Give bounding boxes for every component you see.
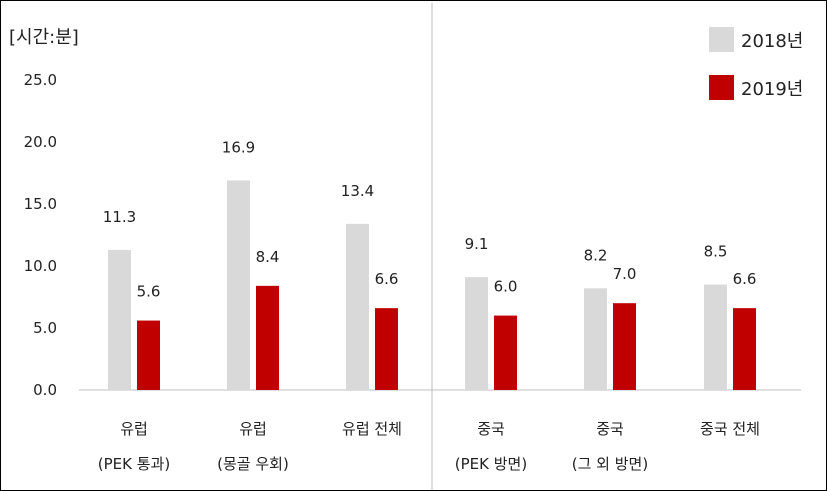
y-tick-label: 10.0 [24, 257, 57, 275]
data-label: 6.6 [375, 270, 399, 288]
x-category-sublabel: (PEK 방면) [455, 455, 527, 473]
x-category-sublabel: (그 외 방면) [572, 455, 648, 473]
bar-2019 [137, 320, 160, 390]
bar-2018 [108, 249, 131, 390]
legend-swatch [709, 27, 734, 52]
data-label: 9.1 [465, 235, 489, 253]
unit-label: [시간:분] [9, 27, 79, 48]
data-label: 13.4 [341, 182, 374, 200]
bar-2018 [465, 277, 488, 390]
y-tick-label: 5.0 [33, 319, 57, 337]
data-label: 7.0 [613, 265, 637, 283]
bar-2018 [346, 223, 369, 390]
bar-2018 [227, 180, 250, 390]
x-category-sublabel: (PEK 통과) [98, 455, 170, 473]
x-category-label: 중국 [477, 420, 505, 438]
legend-label: 2019년 [741, 79, 803, 100]
legend-label: 2018년 [741, 31, 803, 52]
x-category-label: 유럽 [120, 420, 148, 438]
x-category-label: 유럽 전체 [342, 420, 402, 438]
bar-2018 [584, 288, 607, 390]
x-category-label: 중국 [596, 420, 624, 438]
data-label: 5.6 [137, 283, 161, 301]
y-tick-label: 15.0 [24, 195, 57, 213]
bar-2019 [375, 308, 398, 390]
y-tick-label: 0.0 [33, 381, 57, 399]
x-category-label: 유럽 [239, 420, 267, 438]
bar-2019 [494, 315, 517, 390]
x-category-label: 중국 전체 [700, 420, 760, 438]
y-tick-label: 20.0 [24, 133, 57, 151]
bar-2019 [256, 285, 279, 390]
data-label: 8.2 [584, 246, 608, 264]
x-category-sublabel: (몽골 우회) [217, 455, 289, 473]
data-label: 8.4 [256, 248, 280, 266]
y-tick-label: 25.0 [24, 71, 57, 89]
data-label: 6.0 [494, 278, 518, 296]
data-label: 6.6 [733, 270, 757, 288]
bar-2018 [704, 284, 727, 390]
bar-2019 [613, 303, 636, 390]
legend-swatch [709, 75, 734, 100]
data-label: 8.5 [704, 243, 728, 261]
data-label: 16.9 [222, 138, 255, 156]
bar-2019 [733, 308, 756, 390]
data-label: 11.3 [103, 208, 136, 226]
